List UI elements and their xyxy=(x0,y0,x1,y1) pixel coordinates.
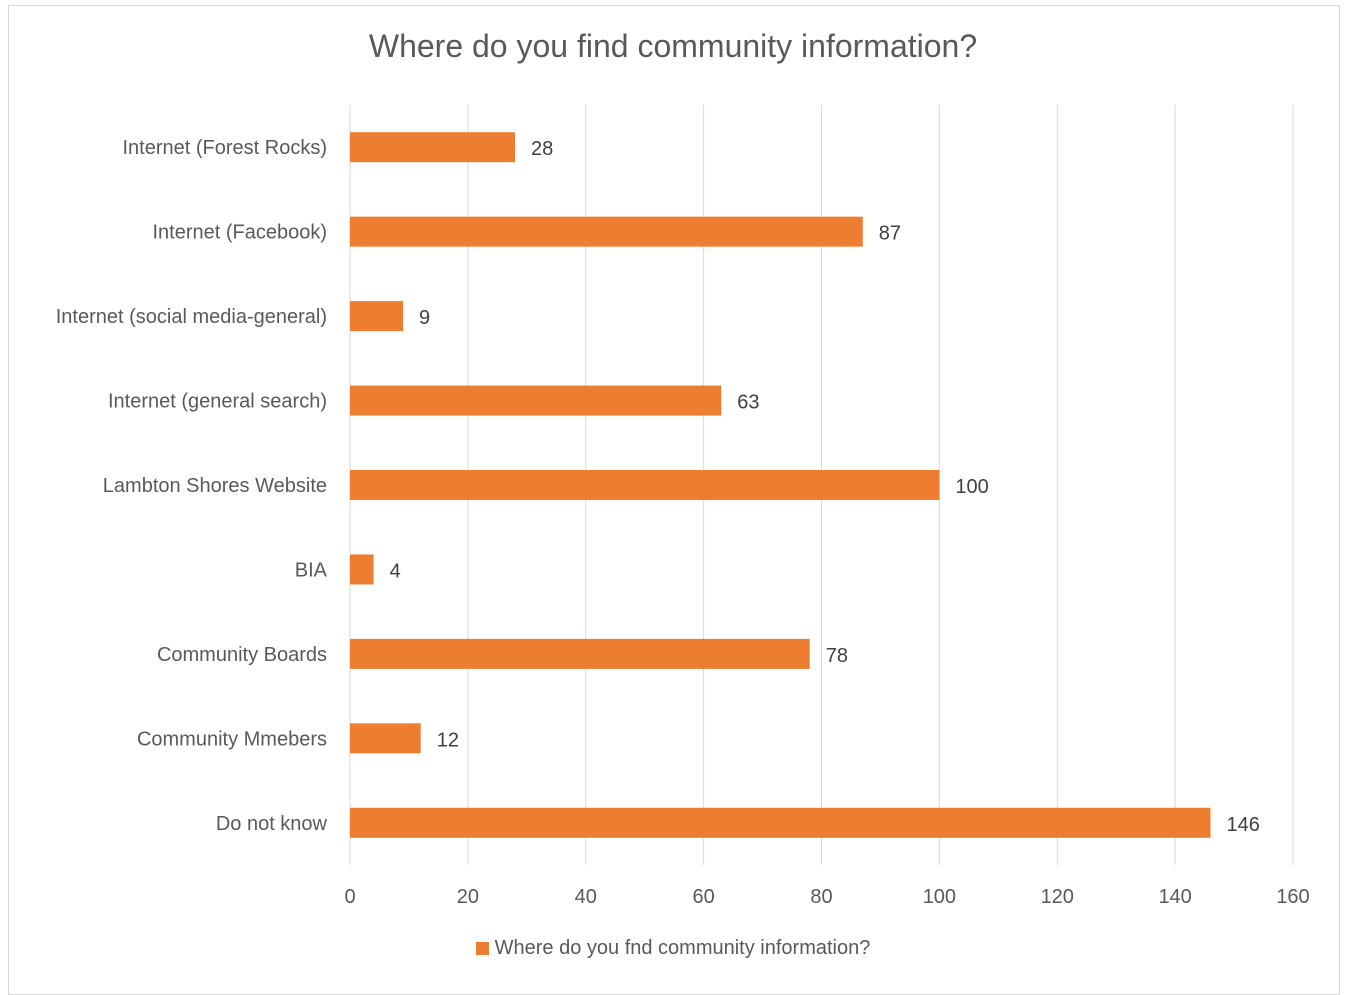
legend-swatch xyxy=(475,942,489,955)
category-label-1: Internet (Facebook) xyxy=(152,222,327,244)
bar-4 xyxy=(350,470,940,500)
bar-1 xyxy=(350,216,863,247)
category-label-6: Community Boards xyxy=(157,644,327,666)
category-labels: Internet (Forest Rocks) Internet (Faceboo… xyxy=(56,137,328,835)
bar-6 xyxy=(350,638,810,669)
x-tick-label-20: 20 xyxy=(457,886,479,908)
x-tick-label-60: 60 xyxy=(693,886,715,908)
data-labels: 28 87 9 63 100 4 78 12 146 xyxy=(390,138,1260,836)
x-tick-label-40: 40 xyxy=(575,886,597,908)
bar-5 xyxy=(350,554,374,585)
category-label-3: Internet (general search) xyxy=(108,391,327,413)
x-tick-label-120: 120 xyxy=(1041,886,1074,908)
data-label-8: 146 xyxy=(1226,814,1259,836)
x-tick-label-160: 160 xyxy=(1276,886,1309,908)
x-tick-label-80: 80 xyxy=(810,886,832,908)
legend-label: Where do you fnd community information? xyxy=(494,937,871,959)
bars xyxy=(350,132,1211,838)
category-label-8: Do not know xyxy=(216,813,328,835)
category-label-4: Lambton Shores Website xyxy=(103,475,327,497)
category-label-2: Internet (social media-general) xyxy=(56,306,327,328)
data-label-5: 4 xyxy=(390,560,401,582)
x-tick-labels: 0 20 40 60 80 100 120 140 160 xyxy=(344,886,1309,908)
bar-3 xyxy=(350,385,722,416)
data-label-6: 78 xyxy=(826,645,848,667)
category-label-5: BIA xyxy=(295,559,328,581)
category-label-0: Internet (Forest Rocks) xyxy=(122,137,327,159)
chart-title: Where do you find community information? xyxy=(368,28,978,64)
bar-8 xyxy=(350,807,1211,838)
x-tick-label-140: 140 xyxy=(1158,886,1191,908)
x-tick-label-0: 0 xyxy=(344,886,355,908)
bar-2 xyxy=(350,301,404,332)
bar-7 xyxy=(350,723,421,754)
data-label-1: 87 xyxy=(879,223,901,245)
x-tick-label-100: 100 xyxy=(923,886,956,908)
data-label-7: 12 xyxy=(437,729,459,751)
bar-0 xyxy=(350,132,516,163)
category-label-7: Community Mmebers xyxy=(137,728,327,750)
data-label-4: 100 xyxy=(955,476,988,498)
data-label-0: 28 xyxy=(531,138,553,160)
legend: Where do you fnd community information? xyxy=(0,937,1346,960)
data-label-3: 63 xyxy=(737,392,759,414)
data-label-2: 9 xyxy=(419,307,430,329)
